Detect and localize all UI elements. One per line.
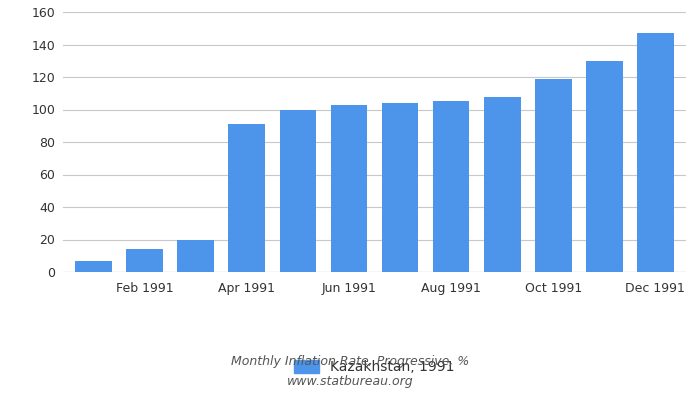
Text: Monthly Inflation Rate, Progressive, %: Monthly Inflation Rate, Progressive, % bbox=[231, 356, 469, 368]
Bar bbox=[586, 61, 623, 272]
Legend: Kazakhstan, 1991: Kazakhstan, 1991 bbox=[294, 360, 455, 374]
Bar bbox=[330, 105, 368, 272]
Bar bbox=[279, 110, 316, 272]
Bar bbox=[637, 33, 673, 272]
Bar bbox=[76, 261, 112, 272]
Bar bbox=[484, 96, 521, 272]
Bar bbox=[382, 103, 419, 272]
Text: www.statbureau.org: www.statbureau.org bbox=[287, 376, 413, 388]
Bar bbox=[177, 240, 214, 272]
Bar bbox=[228, 124, 265, 272]
Bar bbox=[433, 101, 470, 272]
Bar bbox=[126, 249, 163, 272]
Bar bbox=[535, 79, 572, 272]
